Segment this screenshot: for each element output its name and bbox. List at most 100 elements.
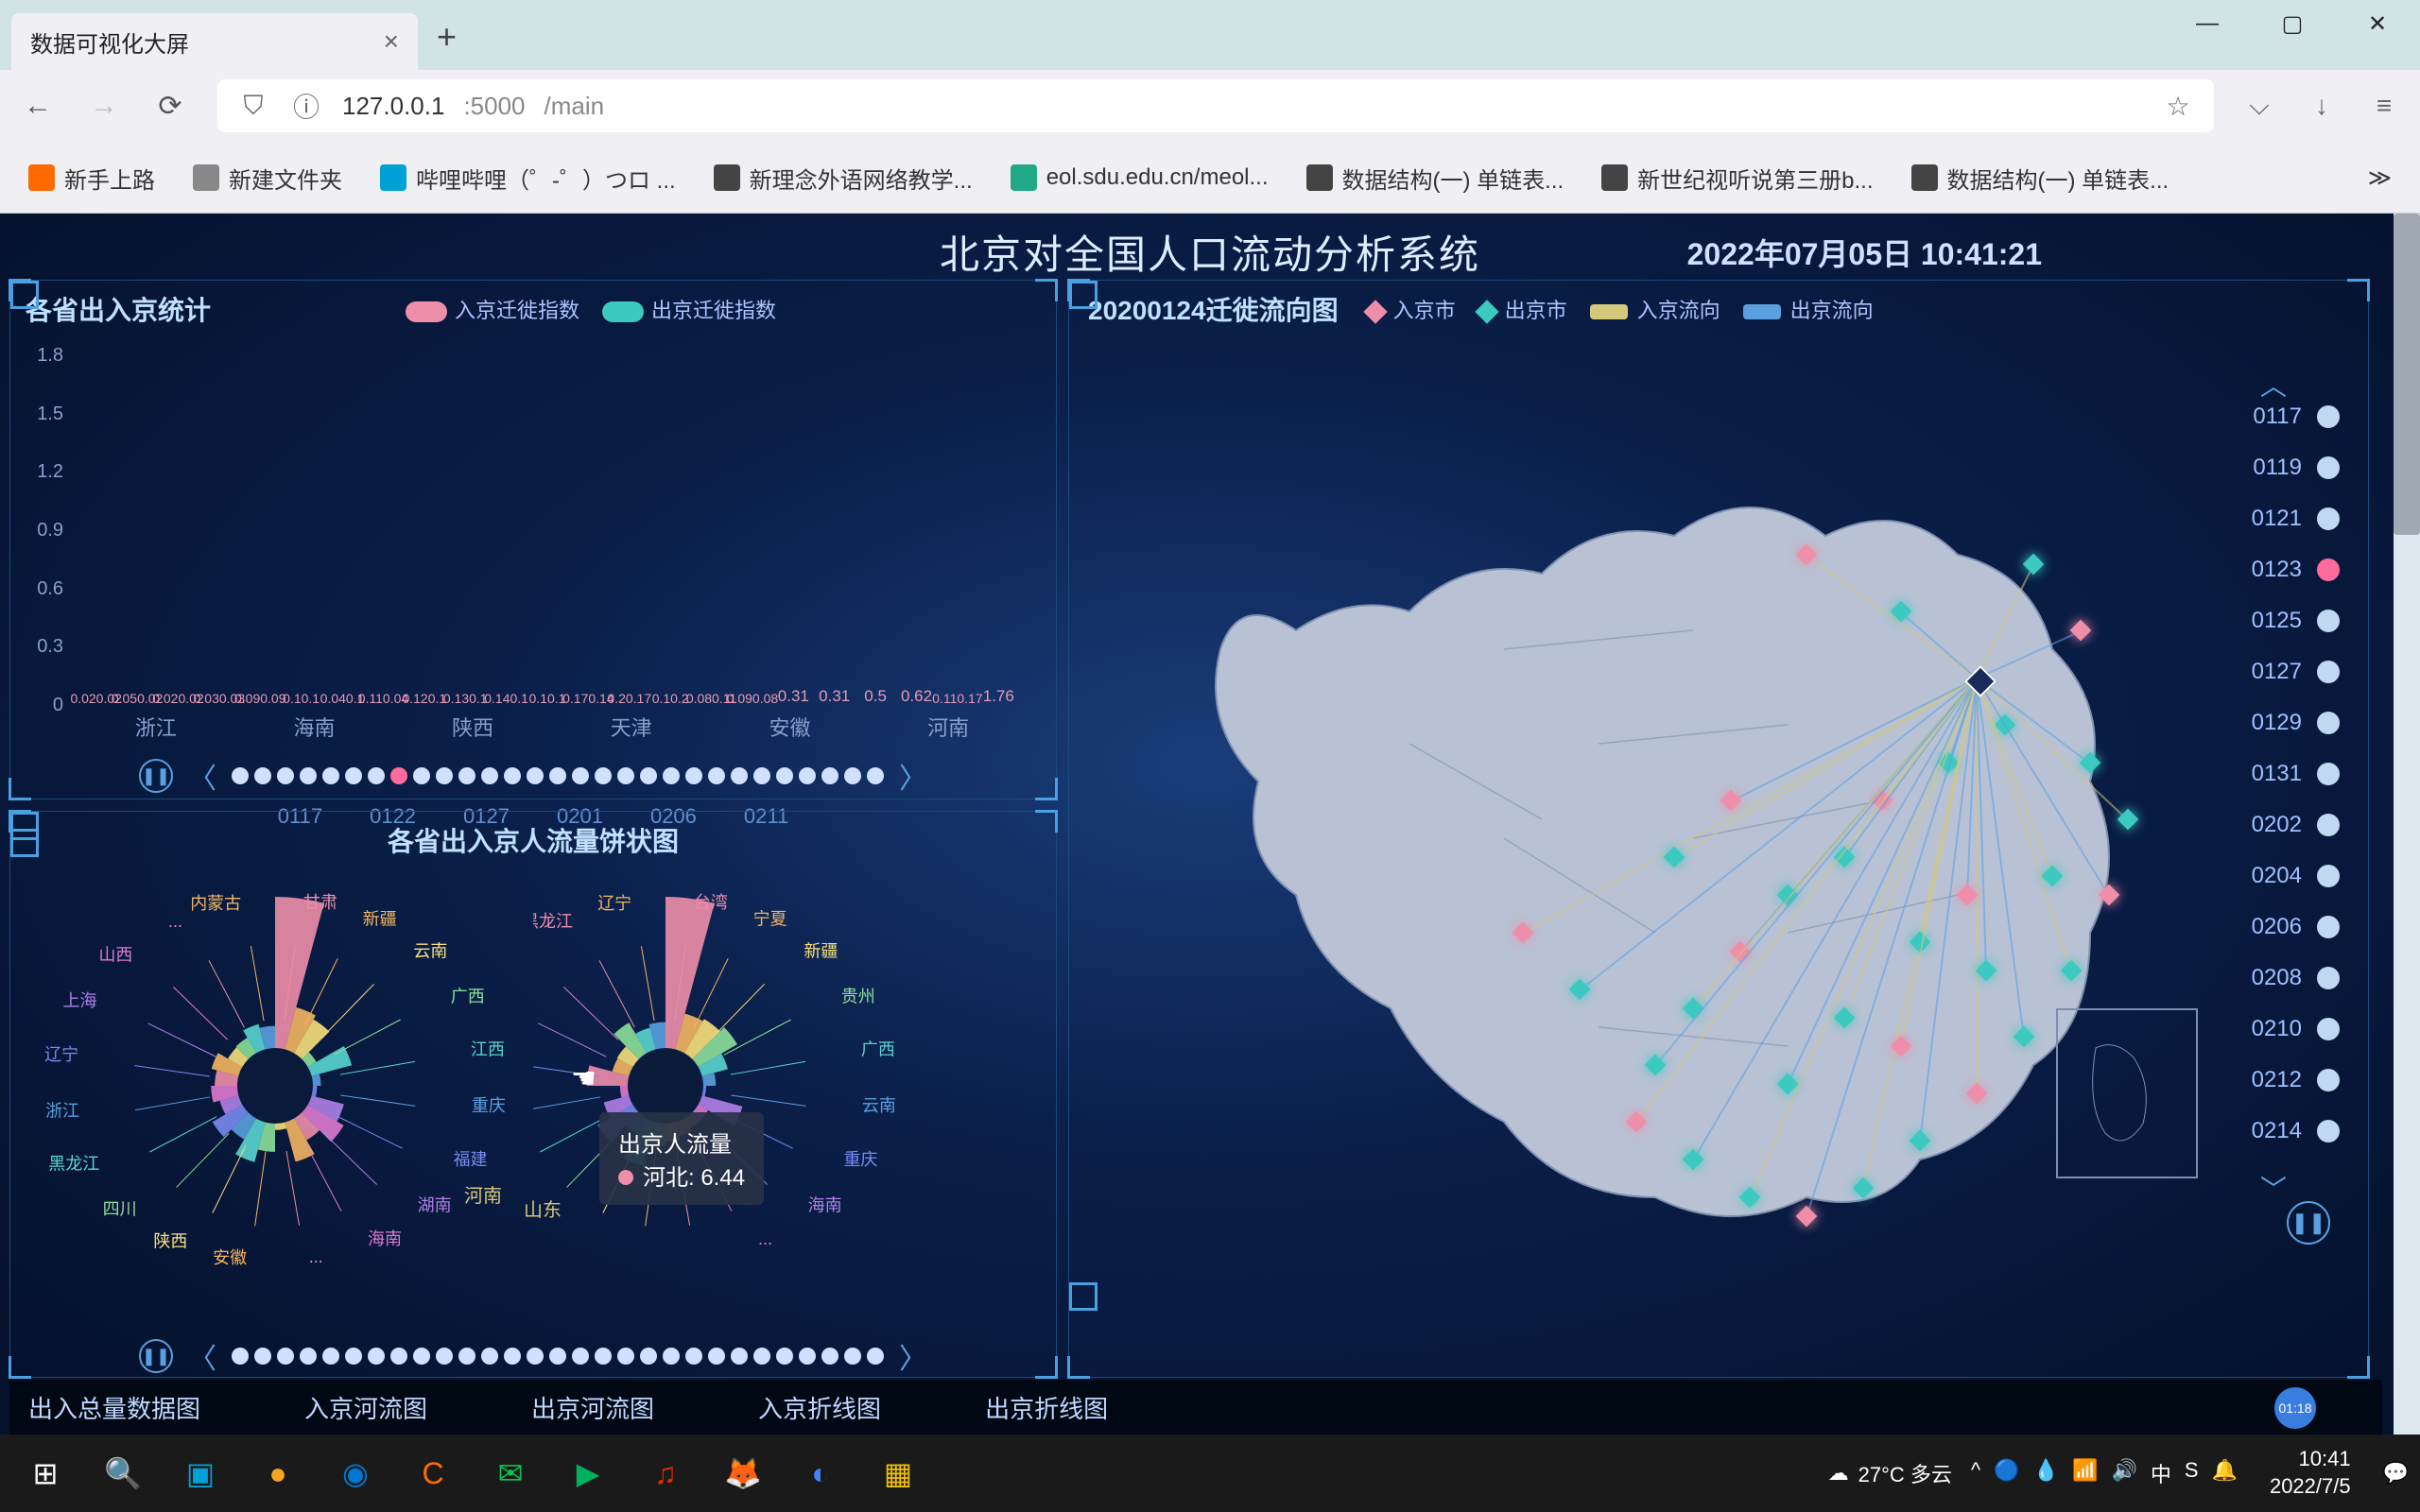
timeline-dot[interactable] — [413, 767, 430, 784]
forward-button[interactable]: → — [85, 87, 123, 125]
timeline-dot[interactable] — [640, 1348, 657, 1365]
pie-timeline-next-icon[interactable]: 〉 — [899, 1335, 927, 1377]
timeline-dot[interactable] — [481, 767, 498, 784]
reload-button[interactable]: ⟳ — [151, 87, 189, 125]
taskbar-weather[interactable]: ☁ 27°C 多云 — [1828, 1458, 1952, 1488]
map-timeline-item[interactable]: 0127 — [2207, 659, 2340, 685]
timeline-dot[interactable] — [867, 767, 884, 784]
tray-icon[interactable]: ^ — [1971, 1458, 1980, 1488]
tray-icon[interactable]: 🔊 — [2111, 1458, 2136, 1488]
map-timeline-item[interactable]: 0129 — [2207, 710, 2340, 736]
timeline-dot[interactable] — [867, 1348, 884, 1365]
taskbar-app-icon[interactable]: ♫ — [631, 1439, 700, 1507]
timeline-dot[interactable] — [685, 1348, 702, 1365]
map-timeline-item[interactable]: 0208 — [2207, 965, 2340, 991]
map-timeline-item[interactable]: 0212 — [2207, 1067, 2340, 1093]
taskbar-app-icon[interactable]: ◉ — [321, 1439, 389, 1507]
timeline-dot[interactable] — [254, 1348, 271, 1365]
timeline-dot[interactable] — [595, 767, 612, 784]
map-area[interactable]: ︿ 01170119012101230125012701290131020202… — [1069, 337, 2368, 1282]
new-tab-button[interactable]: + — [437, 17, 457, 57]
timeline-dot[interactable] — [708, 1348, 725, 1365]
timeline-dot[interactable] — [277, 767, 294, 784]
timeline-dot[interactable] — [821, 767, 838, 784]
bookmark-item[interactable]: eol.sdu.edu.cn/meol... — [1011, 164, 1269, 191]
taskbar-app-icon[interactable]: 🦊 — [709, 1439, 777, 1507]
timeline-dot[interactable] — [595, 1348, 612, 1365]
timeline-dot[interactable] — [232, 1348, 249, 1365]
timeline-dot[interactable] — [232, 767, 249, 784]
legend-item[interactable]: 入京迁徙指数 — [406, 294, 579, 324]
bookmark-item[interactable]: 哔哩哔哩（゜-゜）つロ ... — [380, 162, 676, 195]
bar-chart-area[interactable]: 00.30.60.91.21.51.8 0.020.020.050.020.02… — [67, 356, 1028, 706]
timeline-dot[interactable] — [844, 1348, 861, 1365]
timeline-dot[interactable] — [481, 1348, 498, 1365]
map-timeline-item[interactable]: 0210 — [2207, 1016, 2340, 1042]
map-timeline-item[interactable]: 0204 — [2207, 863, 2340, 889]
timeline-dot[interactable] — [390, 767, 407, 784]
timeline-dot[interactable] — [504, 767, 521, 784]
pie-timeline-pause-button[interactable]: ❚❚ — [139, 1339, 173, 1373]
pie-timeline-dots[interactable] — [232, 1348, 884, 1365]
legend-item[interactable]: 出京市 — [1478, 294, 1567, 324]
timeline-dot[interactable] — [731, 1348, 748, 1365]
url-box[interactable]: ⛉ ⓘ 127.0.0.1:5000/main ☆ — [217, 79, 2214, 132]
map-timeline-item[interactable]: 0119 — [2207, 455, 2340, 481]
timeline-dot[interactable] — [821, 1348, 838, 1365]
maximize-button[interactable]: ▢ — [2250, 0, 2335, 47]
bookmarks-overflow-icon[interactable]: ≫ — [2368, 164, 2392, 192]
menu-icon[interactable]: ≡ — [2367, 89, 2401, 123]
timeline-dot[interactable] — [753, 767, 770, 784]
pocket-icon[interactable]: ⌵ — [2242, 89, 2276, 123]
system-tray[interactable]: ^🔵💧📶🔊中S🔔 — [1971, 1458, 2238, 1488]
taskbar-app-icon[interactable]: ▶ — [554, 1439, 622, 1507]
timeline-dot[interactable] — [617, 1348, 634, 1365]
taskbar-app-icon[interactable]: ⊞ — [11, 1439, 79, 1507]
pie-timeline-prev-icon[interactable]: 〈 — [188, 1335, 216, 1377]
timeline-dot[interactable] — [685, 767, 702, 784]
timeline-dot[interactable] — [663, 767, 680, 784]
bottom-nav-item[interactable]: 出京河流图 — [531, 1390, 654, 1425]
timeline-dot[interactable] — [844, 767, 861, 784]
timeline-dot[interactable] — [549, 1348, 566, 1365]
taskbar-app-icon[interactable]: 🔍 — [89, 1439, 157, 1507]
timeline-dot[interactable] — [322, 767, 339, 784]
legend-item[interactable]: 入京市 — [1367, 294, 1456, 324]
taskbar-app-icon[interactable]: ● — [244, 1439, 312, 1507]
map-timeline-item[interactable]: 0125 — [2207, 608, 2340, 634]
taskbar-app-icon[interactable]: C — [399, 1439, 467, 1507]
map-timeline-down-icon[interactable]: ﹀ — [2207, 1169, 2340, 1207]
timeline-dot[interactable] — [663, 1348, 680, 1365]
timeline-dot[interactable] — [390, 1348, 407, 1365]
timeline-dot[interactable] — [368, 1348, 385, 1365]
minimize-button[interactable]: — — [2165, 0, 2250, 47]
bottom-nav-item[interactable]: 出京折线图 — [985, 1390, 1108, 1425]
timeline-dot[interactable] — [708, 767, 725, 784]
notification-icon[interactable]: 💬 — [2383, 1461, 2409, 1486]
timeline-dot[interactable] — [436, 767, 453, 784]
timeline-dot[interactable] — [254, 767, 271, 784]
legend-item[interactable]: 出京流向 — [1743, 294, 1874, 324]
pie-chart-area[interactable]: 甘肃新疆云南广西江西重庆福建湖南海南...安徽陕西四川黑龙江浙江辽宁上海山西..… — [10, 868, 1056, 1322]
tray-icon[interactable]: S — [2185, 1458, 2199, 1488]
map-timeline-item[interactable]: 0117 — [2207, 404, 2340, 430]
timeline-dot[interactable] — [549, 767, 566, 784]
timeline-dot[interactable] — [776, 767, 793, 784]
timeline-dot[interactable] — [776, 1348, 793, 1365]
tab-close-icon[interactable]: × — [384, 26, 399, 57]
timeline-dot[interactable] — [799, 1348, 816, 1365]
legend-item[interactable]: 入京流向 — [1590, 294, 1720, 324]
map-timeline-item[interactable]: 0131 — [2207, 761, 2340, 787]
bookmark-item[interactable]: 数据结构(一) 单链表... — [1306, 162, 1564, 195]
timeline-dot[interactable] — [345, 767, 362, 784]
taskbar-app-icon[interactable]: ▣ — [166, 1439, 234, 1507]
tray-icon[interactable]: 📶 — [2072, 1458, 2098, 1488]
timeline-dot[interactable] — [277, 1348, 294, 1365]
bookmark-item[interactable]: 新理念外语网络教学... — [714, 162, 973, 195]
timeline-dot[interactable] — [458, 767, 475, 784]
timeline-dot[interactable] — [300, 1348, 317, 1365]
taskbar-app-icon[interactable]: ▦ — [864, 1439, 932, 1507]
map-timeline-item[interactable]: 0206 — [2207, 914, 2340, 940]
bookmark-item[interactable]: 数据结构(一) 单链表... — [1911, 162, 2169, 195]
timeline-dot[interactable] — [572, 767, 589, 784]
